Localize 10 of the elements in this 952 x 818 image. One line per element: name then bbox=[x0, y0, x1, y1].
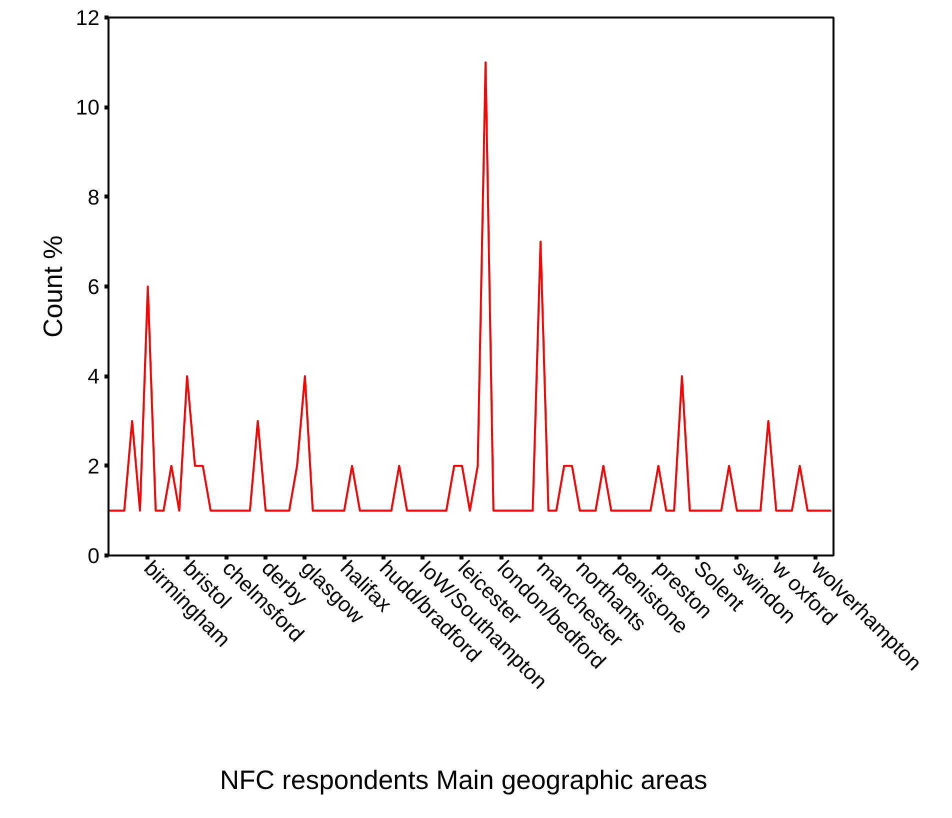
y-tick-label: 8 bbox=[88, 185, 100, 210]
y-axis-title: Count % bbox=[38, 235, 68, 338]
y-tick-label: 2 bbox=[88, 454, 100, 478]
line-series bbox=[108, 61, 832, 512]
x-axis-title: NFC respondents Main geographic areas bbox=[220, 765, 708, 796]
y-tick-label: 6 bbox=[88, 275, 100, 299]
y-tick-label: 10 bbox=[76, 96, 100, 120]
y-tick-label: 4 bbox=[88, 364, 100, 389]
y-tick-label: 0 bbox=[88, 544, 100, 568]
y-tick-label: 12 bbox=[76, 6, 100, 30]
